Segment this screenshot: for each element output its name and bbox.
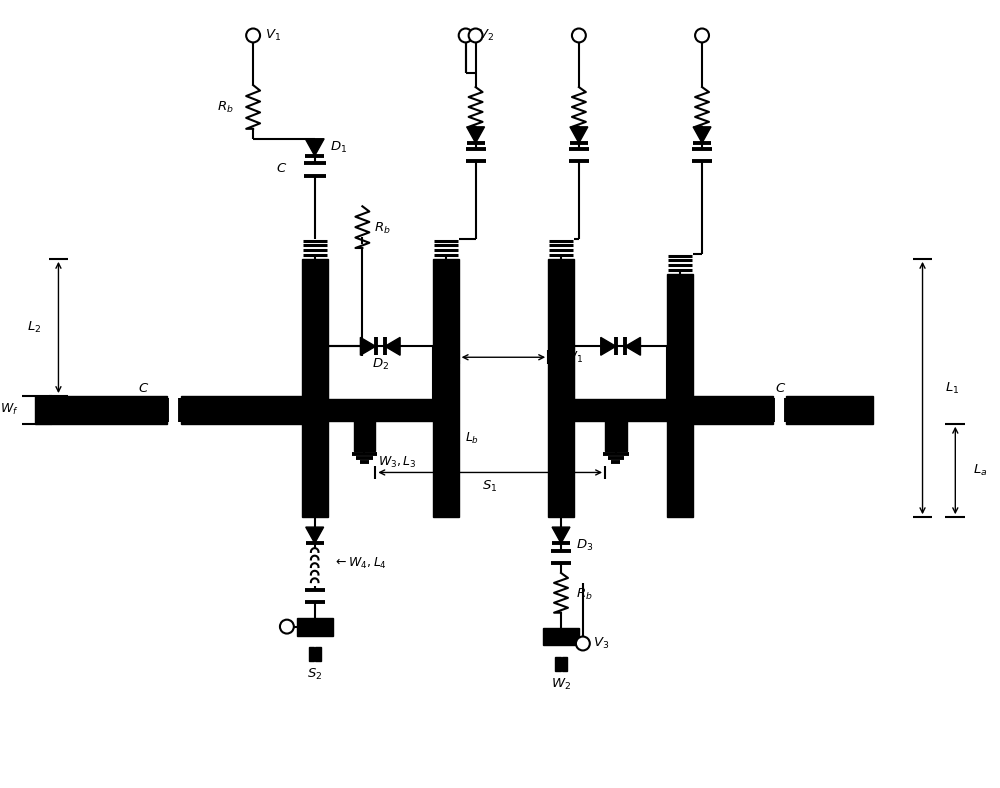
Circle shape [469, 28, 483, 43]
Text: $W_3, L_3$: $W_3, L_3$ [378, 455, 417, 470]
Polygon shape [693, 127, 711, 143]
Polygon shape [467, 127, 485, 143]
Text: $V_1$: $V_1$ [265, 28, 281, 43]
Text: $W_2$: $W_2$ [551, 677, 571, 692]
Bar [693, 396, 773, 424]
Text: $C$: $C$ [138, 381, 149, 395]
Text: $L_2$: $L_2$ [27, 320, 42, 335]
Text: $L_a$: $L_a$ [973, 463, 987, 478]
Text: $D_2$: $D_2$ [372, 357, 389, 372]
Polygon shape [570, 127, 588, 143]
Polygon shape [601, 337, 616, 355]
Circle shape [459, 28, 473, 43]
Text: $V_3$: $V_3$ [593, 636, 609, 651]
Text: $R_b$: $R_b$ [576, 587, 593, 602]
Text: $D_1$: $D_1$ [330, 140, 347, 155]
Polygon shape [385, 337, 400, 355]
Text: $L_b$: $L_b$ [465, 431, 479, 446]
Bar [667, 273, 693, 517]
Polygon shape [552, 527, 570, 543]
Circle shape [280, 619, 294, 634]
Bar [181, 396, 302, 424]
Text: $\leftarrow W_4, L_4$: $\leftarrow W_4, L_4$ [333, 556, 387, 571]
Text: $R_b$: $R_b$ [217, 99, 234, 114]
Circle shape [246, 28, 260, 43]
Bar [309, 648, 314, 661]
Text: $S_1$: $S_1$ [482, 479, 498, 494]
Polygon shape [625, 337, 640, 355]
Polygon shape [305, 139, 324, 156]
Bar [555, 657, 561, 671]
Bar [35, 396, 167, 424]
Polygon shape [360, 337, 376, 355]
Text: $W_1$: $W_1$ [563, 350, 583, 365]
Bar [354, 421, 375, 451]
Bar [562, 657, 567, 671]
Text: $L_1$: $L_1$ [945, 381, 960, 396]
Bar [786, 396, 873, 424]
Polygon shape [306, 527, 324, 543]
Text: $V_2$: $V_2$ [478, 28, 494, 43]
Circle shape [695, 28, 709, 43]
Text: $C$: $C$ [775, 381, 786, 395]
Bar [328, 399, 433, 421]
Bar [297, 618, 333, 636]
Text: $W_f$: $W_f$ [0, 403, 19, 418]
Bar [574, 399, 667, 421]
Bar [315, 648, 321, 661]
Text: $S_2$: $S_2$ [307, 667, 322, 682]
Text: $C$: $C$ [276, 162, 287, 175]
Circle shape [576, 637, 590, 650]
Text: $D_3$: $D_3$ [576, 537, 593, 552]
Circle shape [572, 28, 586, 43]
Bar [433, 259, 459, 517]
Bar [548, 259, 574, 517]
Bar [605, 421, 627, 451]
Bar [543, 627, 579, 645]
Bar [302, 259, 328, 517]
Text: $R_b$: $R_b$ [374, 221, 391, 236]
